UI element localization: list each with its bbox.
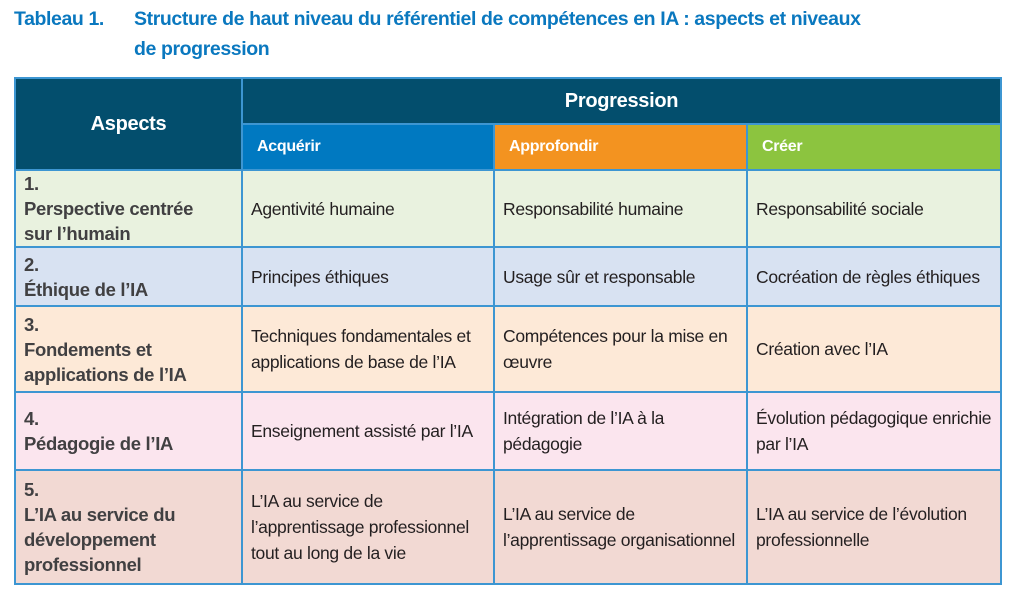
caption-line-1: Structure de haut niveau du référentiel … <box>134 8 861 30</box>
aspect-cell: 4. Pédagogie de l’IA <box>14 391 243 471</box>
aspects-header: Aspects <box>14 77 243 171</box>
table-row: 4. Pédagogie de l’IA Enseignement assisté … <box>14 391 1002 471</box>
cell-approfondir: Usage sûr et responsable <box>493 246 748 307</box>
aspect-label: L’IA au service du développement profess… <box>24 504 176 575</box>
aspect-label: Perspective centrée sur l’humain <box>24 198 194 244</box>
aspect-label: Pédagogie de l’IA <box>24 433 174 454</box>
aspect-number: 1. <box>24 173 39 194</box>
table-row: 1. Perspective centrée sur l’humain Agenti… <box>14 169 1002 248</box>
aspect-cell: 5. L’IA au service du développement profe… <box>14 469 243 585</box>
cell-approfondir: Responsabilité humaine <box>493 169 748 248</box>
table-row: 5. L’IA au service du développement profe… <box>14 469 1002 585</box>
cell-acquerir: Principes éthiques <box>241 246 495 307</box>
cell-approfondir: Compétences pour la mise en œuvre <box>493 305 748 393</box>
cell-approfondir: Intégration de l’IA à la pédagogie <box>493 391 748 471</box>
cell-acquerir: Techniques fondamentales et applications… <box>241 305 495 393</box>
aspect-number: 4. <box>24 408 39 429</box>
cell-approfondir: L’IA au service de l’apprentissage organ… <box>493 469 748 585</box>
aspect-cell: 2. Éthique de l’IA <box>14 246 243 307</box>
caption-line-2: de progression <box>134 38 270 60</box>
progression-header: Progression <box>241 77 1002 125</box>
cell-acquerir: Enseignement assisté par l’IA <box>241 391 495 471</box>
competency-table: Aspects Progression Acquérir Approfondir… <box>14 77 1002 585</box>
level-header-acquerir: Acquérir <box>241 123 495 171</box>
table-row: 3. Fondements et applications de l’IA Tech… <box>14 305 1002 393</box>
aspect-number: 5. <box>24 479 39 500</box>
caption-number: Tableau 1. <box>14 8 104 30</box>
aspect-number: 2. <box>24 253 39 275</box>
table-caption: Tableau 1. Structure de haut niveau du ré… <box>14 4 1004 64</box>
aspect-label: Fondements et applications de l’IA <box>24 338 187 385</box>
aspect-label: Éthique de l’IA <box>24 278 148 300</box>
cell-acquerir: L’IA au service de l’apprentissage profe… <box>241 469 495 585</box>
aspect-cell: 1. Perspective centrée sur l’humain <box>14 169 243 248</box>
aspect-number: 3. <box>24 313 39 335</box>
cell-creer: Cocréation de règles éthiques <box>746 246 1002 307</box>
aspect-cell: 3. Fondements et applications de l’IA <box>14 305 243 393</box>
cell-creer: Création avec l’IA <box>746 305 1002 393</box>
cell-creer: Responsabilité sociale <box>746 169 1002 248</box>
cell-creer: L’IA au service de l’évolution professio… <box>746 469 1002 585</box>
level-header-approfondir: Approfondir <box>493 123 748 171</box>
cell-acquerir: Agentivité humaine <box>241 169 495 248</box>
table-row: 2. Éthique de l’IA Principes éthiques Usage… <box>14 246 1002 307</box>
cell-creer: Évolution pédagogique enrichie par l’IA <box>746 391 1002 471</box>
level-header-creer: Créer <box>746 123 1002 171</box>
